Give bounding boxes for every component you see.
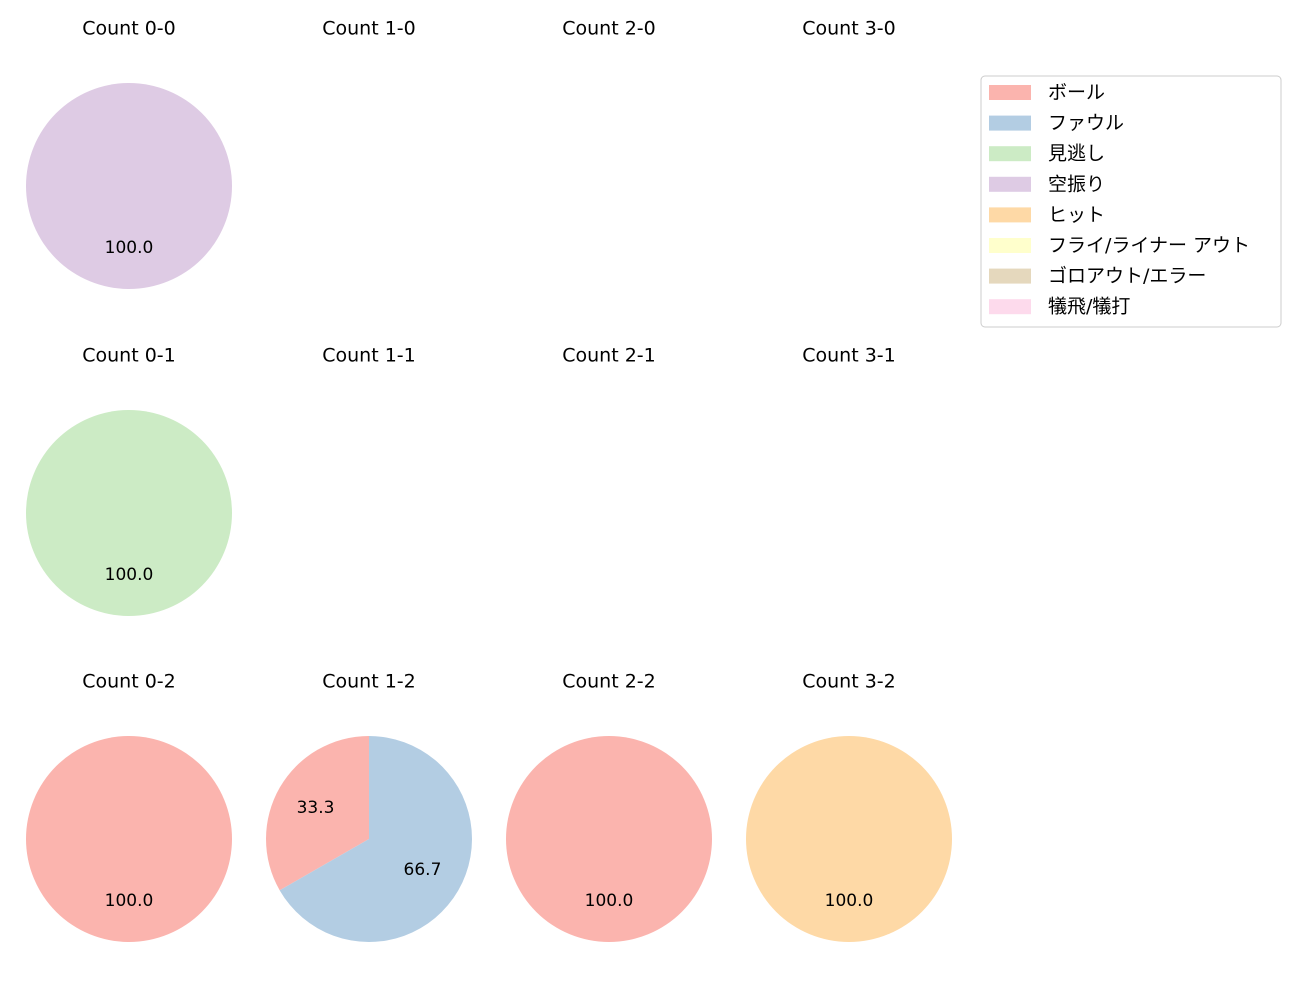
pie-panel: Count 2-1 bbox=[562, 345, 656, 367]
panel-title: Count 1-0 bbox=[322, 18, 416, 40]
legend-swatch bbox=[989, 146, 1031, 162]
legend-label: 犠飛/犠打 bbox=[1048, 296, 1130, 318]
slice-percent-label: 100.0 bbox=[585, 891, 634, 911]
legend-item: ボール bbox=[989, 82, 1105, 104]
pie-slice bbox=[26, 736, 232, 942]
legend-item: 見逃し bbox=[989, 143, 1105, 165]
pie-panel: Count 3-0 bbox=[802, 18, 896, 40]
panel-title: Count 1-2 bbox=[322, 671, 416, 693]
legend-item: ゴロアウト/エラー bbox=[989, 265, 1206, 287]
legend-item: フライ/ライナー アウト bbox=[989, 235, 1250, 257]
panel-title: Count 0-0 bbox=[82, 18, 176, 40]
panel-title: Count 3-1 bbox=[802, 345, 896, 367]
slice-percent-label: 100.0 bbox=[105, 238, 154, 258]
legend-label: 見逃し bbox=[1048, 143, 1105, 165]
legend-label: ファウル bbox=[1048, 112, 1124, 134]
pie-panel: Count 2-2 100.0 bbox=[506, 671, 712, 942]
panel-title: Count 1-1 bbox=[322, 345, 416, 367]
panel-title: Count 0-2 bbox=[82, 671, 176, 693]
pie-slice bbox=[506, 736, 712, 942]
panel-title: Count 3-2 bbox=[802, 671, 896, 693]
slice-percent-label: 66.7 bbox=[404, 860, 442, 880]
legend-swatch bbox=[989, 268, 1031, 284]
panel-title: Count 3-0 bbox=[802, 18, 896, 40]
slice-percent-label: 33.3 bbox=[297, 798, 335, 818]
legend-label: ヒット bbox=[1048, 204, 1105, 226]
pie-slice bbox=[279, 736, 473, 943]
pie-panel: Count 0-0 100.0 bbox=[26, 18, 232, 289]
pie-panel: Count 3-2 100.0 bbox=[746, 671, 952, 942]
panel-title: Count 0-1 bbox=[82, 345, 176, 367]
pie-panels: Count 0-0 100.0 Count 1-0 Count 2-0 Count 3-… bbox=[26, 18, 952, 943]
slice-percent-label: 100.0 bbox=[105, 891, 154, 911]
legend-item: ヒット bbox=[989, 204, 1105, 226]
legend-label: フライ/ライナー アウト bbox=[1048, 235, 1250, 257]
pie-panel: Count 3-1 bbox=[802, 345, 896, 367]
panel-title: Count 2-1 bbox=[562, 345, 656, 367]
pie-panel: Count 1-0 bbox=[322, 18, 416, 40]
panel-title: Count 2-2 bbox=[562, 671, 656, 693]
panel-title: Count 2-0 bbox=[562, 18, 656, 40]
legend-swatch bbox=[989, 238, 1031, 253]
legend-swatch bbox=[989, 299, 1031, 315]
pie-slice bbox=[266, 736, 369, 891]
legend-label: 空振り bbox=[1048, 173, 1105, 195]
pie-panel: Count 1-1 bbox=[322, 345, 416, 367]
slice-percent-label: 100.0 bbox=[825, 891, 874, 911]
slice-percent-label: 100.0 bbox=[105, 565, 154, 585]
pie-slice bbox=[746, 736, 952, 942]
pie-panel: Count 1-2 33.3 66.7 bbox=[266, 671, 473, 943]
legend-item: 空振り bbox=[989, 173, 1105, 195]
legend-swatch bbox=[989, 176, 1031, 192]
pie-slice bbox=[26, 410, 232, 616]
pie-panel: Count 2-0 bbox=[562, 18, 656, 40]
legend-item: 犠飛/犠打 bbox=[989, 296, 1130, 318]
pie-panel: Count 0-1 100.0 bbox=[26, 345, 232, 616]
legend-swatch bbox=[989, 85, 1031, 100]
pie-slice bbox=[26, 83, 232, 289]
legend-swatch bbox=[989, 207, 1031, 223]
legend-frame bbox=[980, 75, 1282, 328]
legend-label: ゴロアウト/エラー bbox=[1048, 265, 1206, 287]
pie-panel: Count 0-2 100.0 bbox=[26, 671, 232, 942]
legend-swatch bbox=[989, 115, 1031, 131]
legend-label: ボール bbox=[1048, 82, 1105, 104]
legend-item: ファウル bbox=[989, 112, 1124, 134]
